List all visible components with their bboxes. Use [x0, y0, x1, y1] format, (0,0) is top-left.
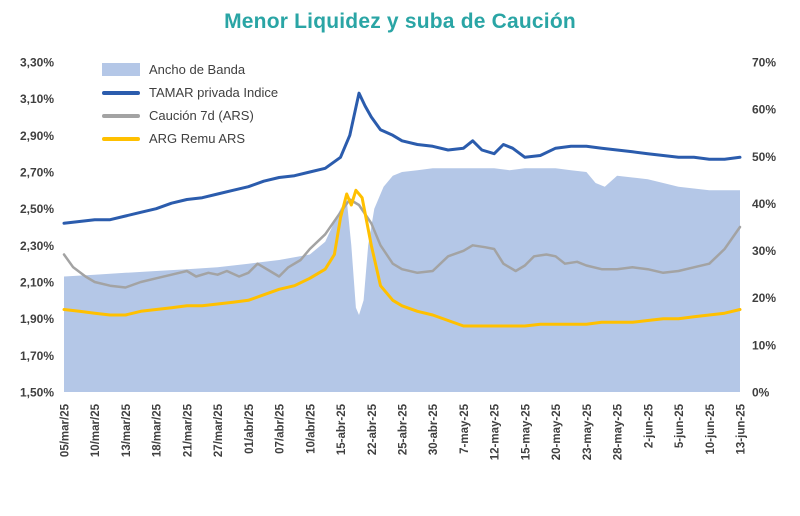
- x-axis-tick: 18/mar/25: [152, 403, 164, 457]
- left-axis-tick: 2,90%: [20, 129, 54, 143]
- left-axis-tick: 2,30%: [20, 239, 54, 253]
- x-axis-tick: 7-may-25: [459, 403, 471, 453]
- x-axis-tick: 10/mar/25: [90, 403, 102, 457]
- chart-legend: Ancho de Banda TAMAR privada Indice Caució…: [102, 58, 278, 150]
- x-axis-tick: 10/abr/25: [305, 403, 317, 453]
- x-axis-tick: 05/mar/25: [60, 403, 72, 457]
- right-axis-tick: 50%: [752, 150, 776, 164]
- right-axis-tick: 10%: [752, 338, 776, 352]
- right-axis-tick: 20%: [752, 291, 776, 305]
- chart-title: Menor Liquidez y suba de Caución: [224, 10, 576, 33]
- x-axis-tick: 20-may-25: [551, 403, 563, 460]
- x-axis-tick: 23-may-25: [582, 403, 594, 460]
- legend-swatch-cauci-n-7d-ars: [102, 113, 140, 118]
- left-axis-tick: 3,10%: [20, 92, 54, 106]
- legend-item-tamar-privada-indice: TAMAR privada Indice: [102, 81, 278, 104]
- x-axis-tick: 15-abr-25: [336, 403, 348, 455]
- legend-swatch-tamar-privada-indice: [102, 90, 140, 95]
- x-axis-tick: 15-may-25: [520, 403, 532, 460]
- right-axis-tick: 60%: [752, 103, 776, 117]
- x-axis-tick: 27/mar/25: [213, 403, 225, 457]
- series-cauci-n-7d-ars-line: [62, 198, 742, 289]
- x-axis-tick: 13/mar/25: [121, 403, 133, 457]
- left-axis-tick: 1,50%: [20, 386, 54, 400]
- legend-item-ancho-de-banda: Ancho de Banda: [102, 58, 278, 81]
- x-axis-tick: 13-jun-25: [736, 403, 748, 454]
- legend-label: Caución 7d (ARS): [149, 108, 254, 123]
- right-axis-tick: 30%: [752, 244, 776, 258]
- right-axis-tick: 40%: [752, 197, 776, 211]
- x-axis-tick: 2-jun-25: [643, 403, 655, 448]
- x-axis-tick: 30-abr-25: [428, 403, 440, 455]
- x-axis-tick: 21/mar/25: [182, 403, 194, 457]
- series-tamar-privada-indice-line: [62, 91, 742, 225]
- x-axis-tick: 01/abr/25: [244, 403, 256, 453]
- left-axis-tick: 2,10%: [20, 276, 54, 290]
- x-axis-tick: 25-abr-25: [398, 403, 410, 455]
- x-axis-tick: 5-jun-25: [674, 403, 686, 448]
- right-axis-tick: 0%: [752, 386, 770, 400]
- right-axis-tick: 70%: [752, 56, 776, 70]
- left-axis-tick: 2,50%: [20, 202, 54, 216]
- x-axis-tick: 28-may-25: [613, 403, 625, 460]
- series-arg-remu-ars-line: [62, 188, 742, 328]
- legend-label: Ancho de Banda: [149, 62, 246, 77]
- legend-swatch-arg-remu-ars: [102, 136, 140, 141]
- series-ancho-de-banda-area: [64, 168, 740, 392]
- left-axis-tick: 2,70%: [20, 166, 54, 180]
- x-axis-tick: 07/abr/25: [275, 403, 287, 453]
- legend-item-cauci-n-7d-ars: Caución 7d (ARS): [102, 104, 278, 127]
- x-axis-tick: 10-jun-25: [705, 403, 717, 454]
- legend-label: TAMAR privada Indice: [149, 85, 279, 100]
- legend-item-arg-remu-ars: ARG Remu ARS: [102, 127, 278, 150]
- left-axis-tick: 3,30%: [20, 56, 54, 70]
- left-axis-tick: 1,70%: [20, 349, 54, 363]
- x-axis-tick: 12-may-25: [490, 403, 502, 460]
- legend-label: ARG Remu ARS: [149, 131, 246, 146]
- x-axis-tick: 22-abr-25: [367, 403, 379, 455]
- legend-swatch-ancho-de-banda: [102, 63, 140, 76]
- left-axis-tick: 1,90%: [20, 312, 54, 326]
